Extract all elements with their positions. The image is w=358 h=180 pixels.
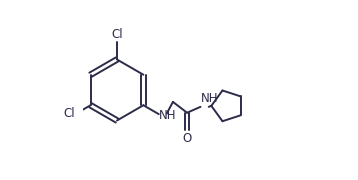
Text: NH: NH — [201, 92, 219, 105]
Text: O: O — [183, 132, 192, 145]
Text: Cl: Cl — [63, 107, 75, 120]
Text: NH: NH — [159, 109, 177, 122]
Text: Cl: Cl — [111, 28, 123, 41]
